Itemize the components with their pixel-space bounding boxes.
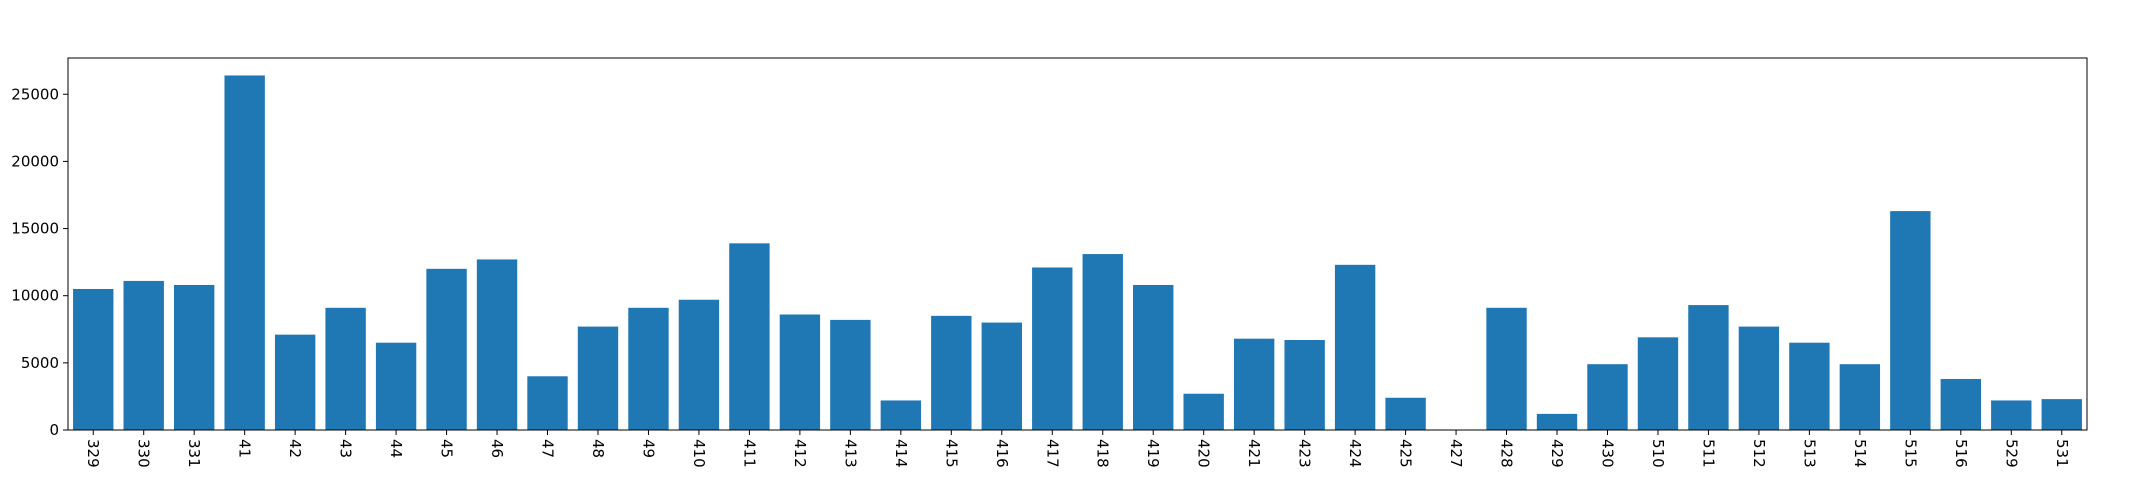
bar-44 <box>375 342 417 430</box>
bar-423 <box>1284 340 1325 430</box>
x-tick-label: 44 <box>387 439 405 458</box>
x-tick-label: 514 <box>1851 439 1869 468</box>
bar-529 <box>1991 400 2032 430</box>
y-tick-label: 5000 <box>21 354 59 372</box>
x-tick-label: 427 <box>1447 439 1465 468</box>
x-tick-label: 47 <box>539 439 557 458</box>
x-tick-label: 412 <box>791 439 809 468</box>
bar-46 <box>476 259 518 430</box>
x-tick-label: 411 <box>740 439 758 468</box>
x-tick-label: 329 <box>84 439 102 468</box>
x-tick-label: 515 <box>1901 439 1919 468</box>
x-tick-label: 430 <box>1598 439 1616 468</box>
x-tick-label: 42 <box>286 439 304 458</box>
x-tick-label: 428 <box>1498 439 1516 468</box>
bar-421 <box>1233 338 1275 430</box>
bar-414 <box>880 400 922 430</box>
x-tick-label: 511 <box>1699 439 1717 468</box>
bar-45 <box>426 268 467 430</box>
bar-430 <box>1587 364 1628 430</box>
bar-47 <box>527 376 568 430</box>
bar-417 <box>1032 267 1073 430</box>
bar-412 <box>779 314 821 430</box>
x-tick-label: 420 <box>1195 439 1213 468</box>
bar-42 <box>274 334 316 430</box>
x-axis: 329 330 331 41 42 43 44 45 46 47 48 49 410 411 412 413 4… <box>84 430 2071 468</box>
bar-413 <box>830 319 871 430</box>
bar-420 <box>1183 393 1224 430</box>
bars-group <box>73 75 2082 431</box>
x-tick-label: 510 <box>1649 439 1667 468</box>
bar-510 <box>1637 337 1679 430</box>
y-tick-label: 20000 <box>11 152 59 170</box>
x-tick-label: 418 <box>1094 439 1112 468</box>
x-tick-label: 417 <box>1043 439 1061 468</box>
x-tick-label: 413 <box>841 439 859 468</box>
x-tick-label: 48 <box>589 439 607 458</box>
bar-41 <box>224 75 265 431</box>
bar-514 <box>1839 364 1881 430</box>
bar-330 <box>123 280 164 430</box>
bar-429 <box>1536 413 1578 430</box>
x-tick-label: 424 <box>1346 439 1364 468</box>
bar-425 <box>1385 397 1426 430</box>
bar-415 <box>931 315 972 430</box>
x-tick-label: 415 <box>942 439 960 468</box>
bar-410 <box>678 299 720 430</box>
x-tick-label: 419 <box>1144 439 1162 468</box>
bar-516 <box>1940 378 1981 430</box>
bar-331 <box>174 284 215 430</box>
x-tick-label: 531 <box>2053 439 2071 468</box>
bar-531 <box>2041 399 2082 430</box>
x-tick-label: 423 <box>1296 439 1314 468</box>
plot-frame <box>67 57 2088 431</box>
x-tick-label: 46 <box>488 439 506 458</box>
bar-419 <box>1133 284 1174 430</box>
bar-428 <box>1486 307 1527 430</box>
bar-416 <box>981 322 1022 430</box>
bar-329 <box>73 288 114 430</box>
bar-511 <box>1688 305 1729 430</box>
bar-49 <box>628 307 669 430</box>
x-tick-label: 516 <box>1952 439 1970 468</box>
y-tick-label: 0 <box>49 421 59 439</box>
y-tick-label: 25000 <box>11 85 59 103</box>
x-tick-label: 45 <box>438 439 456 458</box>
x-tick-label: 513 <box>1800 439 1818 468</box>
x-tick-label: 43 <box>337 439 355 458</box>
bar-411 <box>729 243 770 430</box>
x-tick-label: 414 <box>892 439 910 468</box>
x-tick-label: 416 <box>993 439 1011 468</box>
bar-424 <box>1334 264 1376 430</box>
bar-513 <box>1789 342 1830 430</box>
bar-418 <box>1082 254 1123 430</box>
y-tick-label: 10000 <box>11 287 59 305</box>
bar-512 <box>1738 326 1780 430</box>
bar-43 <box>325 307 366 430</box>
x-tick-label: 49 <box>639 439 657 458</box>
x-tick-label: 425 <box>1397 439 1415 468</box>
bar-48 <box>577 326 619 430</box>
bar-515 <box>1890 211 1931 430</box>
x-tick-label: 331 <box>185 439 203 468</box>
x-tick-label: 512 <box>1750 439 1768 468</box>
y-axis: 0 5000 10000 15000 20000 25000 <box>11 85 68 439</box>
x-tick-label: 330 <box>135 439 153 468</box>
x-tick-label: 529 <box>2002 439 2020 468</box>
x-tick-label: 429 <box>1548 439 1566 468</box>
y-tick-label: 15000 <box>11 220 59 238</box>
x-tick-label: 421 <box>1245 439 1263 468</box>
x-tick-label: 410 <box>690 439 708 468</box>
x-tick-label: 41 <box>236 439 254 458</box>
